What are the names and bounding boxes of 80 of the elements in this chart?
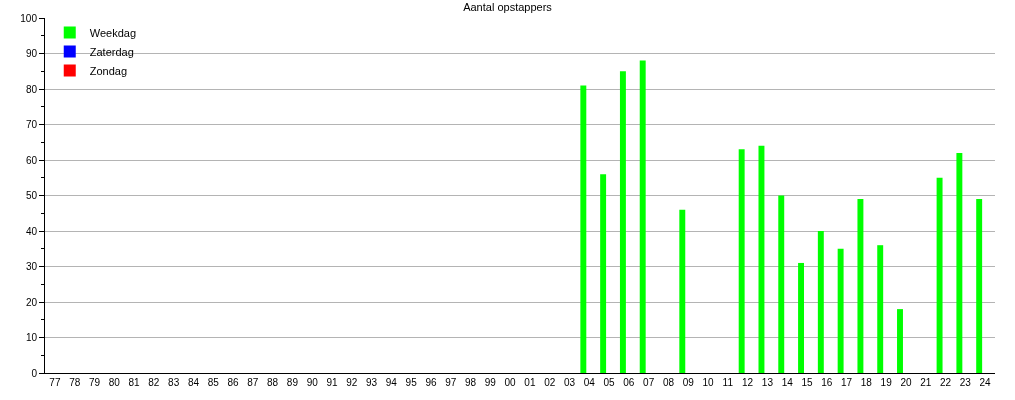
x-tick-label: 86 <box>227 377 240 388</box>
x-tick-label: 10 <box>702 377 715 388</box>
x-tick-label: 92 <box>346 377 358 388</box>
x-tick-label: 18 <box>860 377 873 388</box>
bar <box>798 262 805 373</box>
x-tick-label: 87 <box>247 377 259 388</box>
bar <box>738 149 745 373</box>
y-tick-label: 80 <box>25 83 38 95</box>
x-tick-label: 09 <box>682 377 695 388</box>
x-tick-label: 19 <box>880 377 893 388</box>
x-tick-label: 06 <box>623 377 635 388</box>
bar <box>639 60 646 373</box>
y-tick-label: 40 <box>25 225 38 237</box>
x-tick-label: 03 <box>563 377 576 388</box>
x-tick-label: 00 <box>504 377 517 388</box>
x-tick-label: 82 <box>148 377 160 388</box>
bar <box>758 145 765 373</box>
x-tick-label: 21 <box>920 377 932 388</box>
legend-label: Zaterdag <box>89 45 134 58</box>
y-tick-label: 30 <box>25 261 38 272</box>
bar <box>877 245 884 373</box>
x-tick-label: 79 <box>88 377 101 388</box>
x-tick-label: 98 <box>464 377 477 388</box>
bar <box>817 231 824 373</box>
bar <box>936 177 943 373</box>
y-tick-label: 90 <box>25 48 38 59</box>
x-tick-label: 16 <box>821 377 833 388</box>
bar <box>976 199 983 373</box>
y-tick-label: 0 <box>31 367 38 379</box>
x-tick-label: 97 <box>445 377 457 388</box>
x-tick-label: 14 <box>781 377 794 388</box>
legend-label: Weekdag <box>89 26 137 39</box>
bar <box>778 195 785 373</box>
x-tick-label: 12 <box>742 377 754 388</box>
x-tick-label: 96 <box>425 377 437 388</box>
x-tick-label: 80 <box>108 377 121 388</box>
bar <box>600 174 607 373</box>
bar <box>679 209 686 373</box>
y-tick-label: 20 <box>25 296 38 308</box>
bar <box>837 248 844 373</box>
legend-label: Zondag <box>89 64 128 77</box>
x-tick-label: 81 <box>128 377 141 388</box>
x-tick-label: 88 <box>267 377 279 388</box>
x-tick-label: 77 <box>49 377 61 388</box>
x-tick-label: 93 <box>366 377 378 388</box>
x-tick-label: 01 <box>524 377 536 388</box>
x-tick-label: 91 <box>326 377 338 388</box>
x-tick-label: 02 <box>544 377 556 388</box>
bar <box>580 85 587 373</box>
x-tick-label: 78 <box>69 377 81 388</box>
x-tick-label: 85 <box>207 377 220 388</box>
x-tick-label: 22 <box>939 377 952 388</box>
bar <box>897 309 903 373</box>
x-tick-label: 84 <box>187 377 200 388</box>
x-tick-label: 11 <box>722 377 734 388</box>
chart-title: Aantal opstappers <box>463 0 553 13</box>
x-tick-label: 24 <box>979 377 992 388</box>
x-tick-label: 23 <box>959 377 972 388</box>
x-tick-label: 90 <box>306 377 319 388</box>
bar <box>619 71 626 373</box>
y-tick-label: 100 <box>20 12 38 24</box>
x-tick-label: 20 <box>900 377 912 388</box>
x-tick-label: 94 <box>385 377 398 388</box>
y-tick-label: 50 <box>25 190 38 201</box>
x-tick-label: 83 <box>168 377 180 388</box>
x-tick-label: 13 <box>761 377 774 388</box>
y-tick-label: 60 <box>25 154 38 166</box>
x-tick-label: 08 <box>662 377 675 388</box>
y-tick-label: 10 <box>25 332 38 343</box>
x-tick-label: 17 <box>841 377 853 388</box>
x-tick-label: 05 <box>603 377 616 388</box>
x-tick-label: 89 <box>286 377 299 388</box>
bar <box>956 152 963 373</box>
x-tick-label: 07 <box>643 377 655 388</box>
x-tick-label: 04 <box>583 377 596 388</box>
y-tick-label: 70 <box>25 119 38 130</box>
x-tick-label: 95 <box>405 377 418 388</box>
x-tick-label: 15 <box>801 377 813 388</box>
x-tick-label: 99 <box>484 377 497 388</box>
bar <box>857 199 864 373</box>
